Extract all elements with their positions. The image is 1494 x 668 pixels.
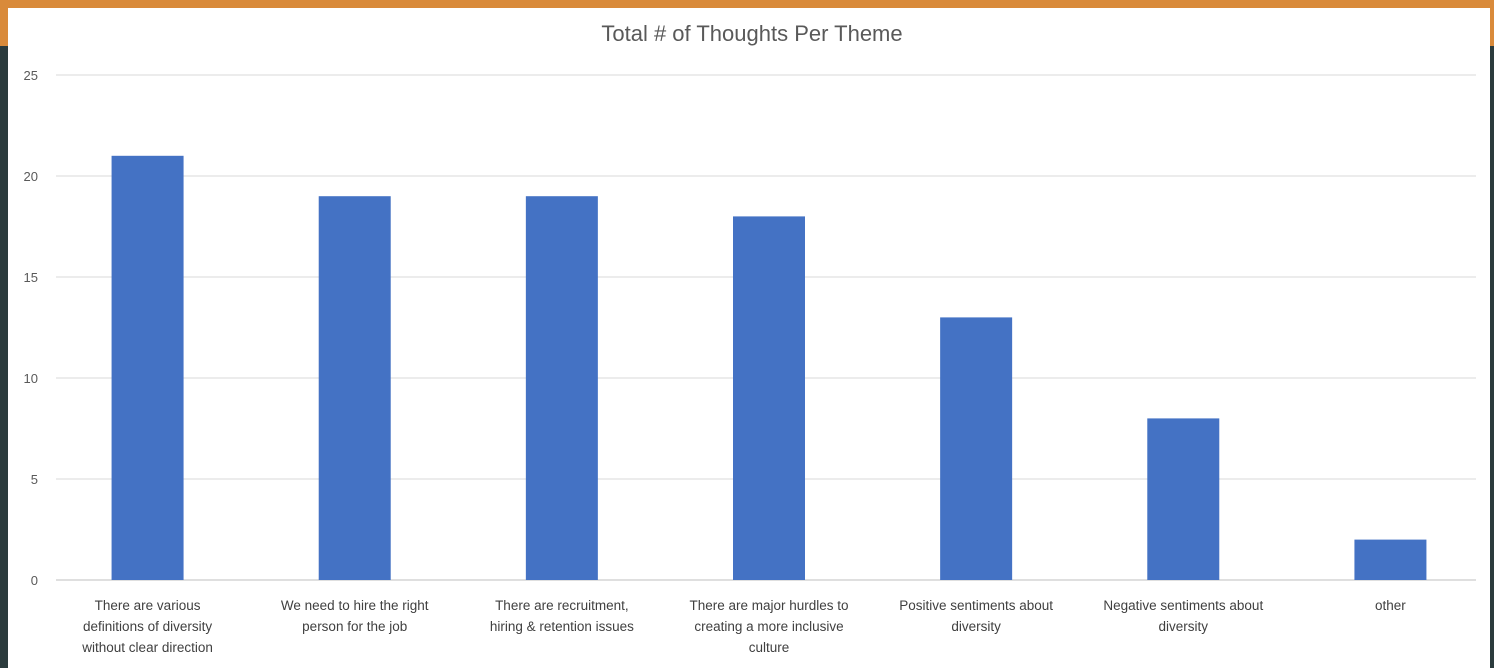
- x-category-label: There are various definitions of diversit…: [81, 598, 213, 655]
- x-category-label: Positive sentiments about diversity: [899, 598, 1053, 634]
- y-axis-ticks: 0 5 10 15 20 25: [24, 68, 38, 588]
- bar: [1354, 539, 1427, 580]
- x-category-label-line: definitions of diversity: [83, 619, 212, 634]
- x-category-label-line: Negative sentiments about: [1103, 598, 1263, 613]
- x-category-label-line: person for the job: [302, 619, 407, 634]
- x-category-label: There are major hurdles to creating a mor…: [689, 598, 848, 655]
- bar: [733, 216, 805, 580]
- bar-chart: Total # of Thoughts Per Theme 0 5 10 15 20 25…: [24, 21, 1476, 655]
- x-category-label-line: other: [1375, 598, 1406, 613]
- bar: [318, 196, 391, 580]
- chart-panel: Total # of Thoughts Per Theme 0 5 10 15 20 25…: [8, 8, 1490, 668]
- x-category-label-line: diversity: [951, 619, 1001, 634]
- x-category-label: There are recruitment, hiring & retention…: [490, 598, 634, 634]
- y-tick-label: 10: [24, 371, 38, 386]
- bar: [111, 155, 184, 581]
- y-tick-label: 20: [24, 169, 38, 184]
- x-category-label-line: There are major hurdles to: [689, 598, 848, 613]
- y-tick-label: 0: [31, 573, 38, 588]
- bar: [525, 196, 598, 580]
- x-category-label: We need to hire the right person for the …: [281, 598, 429, 634]
- x-category-label-line: diversity: [1159, 619, 1209, 634]
- bars: [111, 155, 1427, 581]
- x-category-label-line: There are various: [95, 598, 201, 613]
- x-category-label-line: without clear direction: [81, 640, 213, 655]
- x-category-label-line: culture: [749, 640, 790, 655]
- chart-title: Total # of Thoughts Per Theme: [601, 21, 902, 46]
- x-category-label-line: There are recruitment,: [495, 598, 629, 613]
- x-category-label-line: Positive sentiments about: [899, 598, 1053, 613]
- x-category-label-line: hiring & retention issues: [490, 619, 634, 634]
- x-category-label-line: creating a more inclusive: [694, 619, 843, 634]
- x-category-label-line: We need to hire the right: [281, 598, 429, 613]
- x-category-label: other: [1375, 598, 1406, 613]
- bar: [940, 317, 1013, 580]
- y-tick-label: 25: [24, 68, 38, 83]
- x-axis-labels: There are various definitions of diversit…: [81, 598, 1406, 655]
- bar: [1147, 418, 1220, 580]
- y-tick-label: 15: [24, 270, 38, 285]
- y-tick-label: 5: [31, 472, 38, 487]
- x-category-label: Negative sentiments about diversity: [1103, 598, 1263, 634]
